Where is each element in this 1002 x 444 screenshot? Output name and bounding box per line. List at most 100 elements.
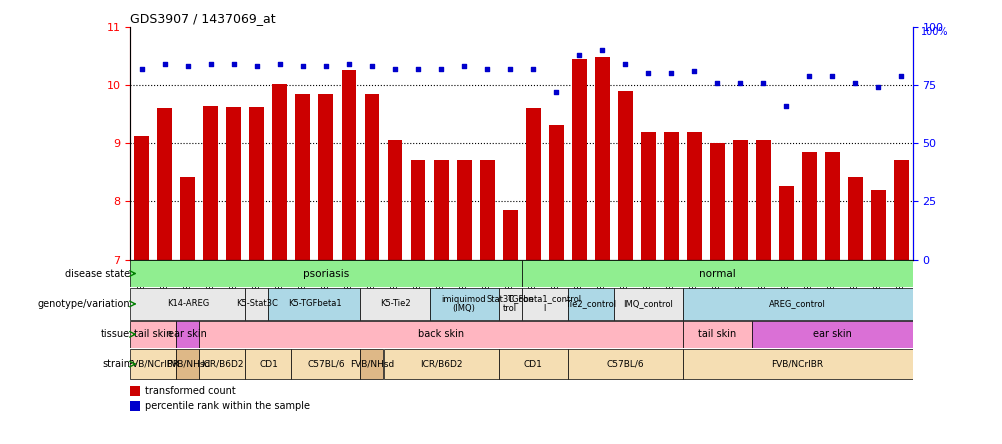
Bar [567, 349, 682, 380]
Text: AREG_control: AREG_control [769, 299, 826, 309]
Point [179, 63, 195, 70]
Text: imiquimod
(IMQ): imiquimod (IMQ) [441, 294, 486, 313]
Bar [130, 321, 176, 348]
Bar [613, 288, 682, 320]
Point [272, 60, 288, 67]
Bar [199, 321, 682, 348]
Bar [226, 107, 241, 260]
Text: psoriasis: psoriasis [303, 269, 349, 278]
Bar [870, 190, 885, 260]
Bar [750, 321, 912, 348]
Point [156, 60, 172, 67]
Bar [134, 136, 149, 260]
Bar [383, 349, 498, 380]
Bar [801, 152, 816, 260]
Text: CD1: CD1 [523, 360, 542, 369]
Text: K5-Tie2: K5-Tie2 [380, 299, 410, 309]
Text: normal: normal [698, 269, 734, 278]
Point [456, 63, 472, 70]
Text: FVB/NCrIBR: FVB/NCrIBR [771, 360, 823, 369]
Bar [296, 94, 311, 260]
Bar [203, 106, 218, 260]
Bar [410, 159, 425, 260]
Bar [682, 349, 912, 380]
Bar [686, 131, 701, 260]
Point [731, 79, 747, 86]
Bar [364, 94, 379, 260]
Bar [245, 288, 269, 320]
Text: CD1: CD1 [259, 360, 278, 369]
Text: genotype/variation: genotype/variation [38, 299, 130, 309]
Bar [130, 288, 245, 320]
Bar [176, 321, 199, 348]
Point [893, 72, 909, 79]
Point [593, 47, 609, 54]
Bar [199, 349, 245, 380]
Bar [548, 125, 563, 260]
Bar [269, 288, 360, 320]
Text: GDS3907 / 1437069_at: GDS3907 / 1437069_at [130, 12, 276, 25]
Bar [663, 131, 678, 260]
Bar [893, 159, 908, 260]
Text: FVB/NHsd: FVB/NHsd [350, 360, 394, 369]
Text: tissue: tissue [101, 329, 130, 339]
Text: ICR/B6D2: ICR/B6D2 [420, 360, 462, 369]
Text: FVB/NHsd: FVB/NHsd [165, 360, 209, 369]
Bar [594, 57, 609, 260]
Point [616, 60, 632, 67]
Bar [521, 288, 567, 320]
Bar [319, 94, 333, 260]
Bar [617, 91, 632, 260]
Point [225, 60, 241, 67]
Point [662, 70, 678, 77]
Point [524, 65, 540, 72]
Bar [360, 349, 383, 380]
Bar [567, 288, 613, 320]
Bar [498, 349, 567, 380]
Point [364, 63, 380, 70]
Bar [525, 108, 540, 260]
Bar [245, 349, 292, 380]
Point [639, 70, 655, 77]
Bar [824, 152, 839, 260]
Text: K5-TGFbeta1: K5-TGFbeta1 [288, 299, 341, 309]
Bar [130, 401, 140, 411]
Bar [640, 131, 655, 260]
Point [755, 79, 771, 86]
Point [341, 60, 357, 67]
Bar [360, 288, 429, 320]
Text: C57BL/6: C57BL/6 [605, 360, 643, 369]
Bar [847, 177, 862, 260]
Text: C57BL/6: C57BL/6 [307, 360, 345, 369]
Text: TGFbeta1_control
l: TGFbeta1_control l [507, 294, 581, 313]
Text: IMQ_control: IMQ_control [622, 299, 672, 309]
Text: K5-Stat3C: K5-Stat3C [235, 299, 278, 309]
Text: Tie2_control: Tie2_control [564, 299, 615, 309]
Point [133, 65, 149, 72]
Text: strain: strain [102, 359, 130, 369]
Text: back skin: back skin [418, 329, 464, 339]
Point [479, 65, 495, 72]
Point [387, 65, 403, 72]
Point [318, 63, 334, 70]
Bar [571, 59, 586, 260]
Text: transformed count: transformed count [144, 386, 235, 396]
Text: FVB/NCrIBR: FVB/NCrIBR [127, 360, 179, 369]
Text: Stat3C_con
trol: Stat3C_con trol [486, 294, 533, 313]
Bar [682, 288, 912, 320]
Bar [433, 159, 448, 260]
Bar [130, 260, 521, 287]
Text: ICR/B6D2: ICR/B6D2 [201, 360, 243, 369]
Bar [387, 140, 402, 260]
Point [410, 65, 426, 72]
Text: ear skin: ear skin [812, 329, 851, 339]
Bar [341, 70, 356, 260]
Point [570, 51, 586, 58]
Point [870, 84, 886, 91]
Text: 100%: 100% [920, 27, 947, 37]
Bar [176, 349, 199, 380]
Bar [521, 260, 912, 287]
Point [685, 67, 701, 75]
Bar [249, 107, 265, 260]
Text: K14-AREG: K14-AREG [166, 299, 208, 309]
